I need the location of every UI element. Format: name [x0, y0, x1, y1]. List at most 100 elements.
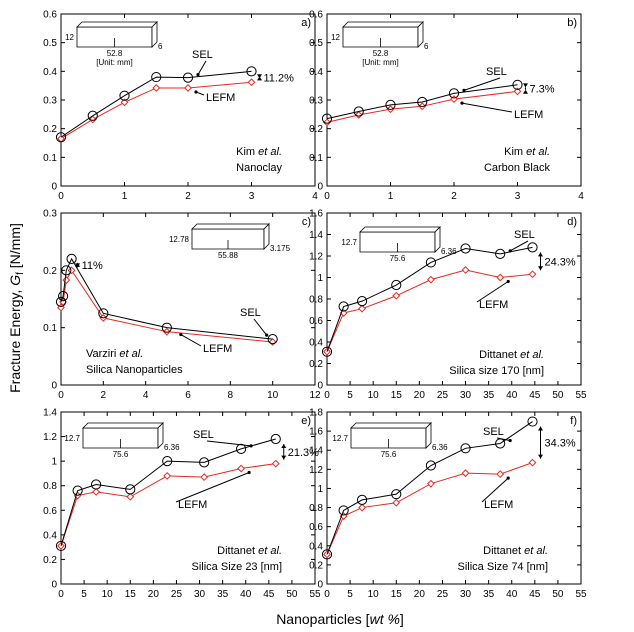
x-tick-label: 25 — [437, 390, 449, 401]
source-author: Varziri et al. — [86, 348, 143, 360]
sel-label: SEL — [193, 429, 214, 441]
y-tick-label: 1.2 — [309, 465, 323, 476]
sel-label: SEL — [192, 49, 213, 61]
sel-point — [90, 479, 102, 490]
sel-series-line — [60, 70, 252, 138]
sel-leader-tip — [265, 333, 269, 337]
sel-point — [425, 257, 437, 268]
lefm-point — [200, 473, 209, 482]
x-tick-label: 40 — [240, 589, 252, 600]
x-axis-title: Nanoparticles [wt %] — [276, 611, 404, 627]
y-tick-label: 1.4 — [309, 446, 323, 457]
sel-point — [391, 489, 402, 500]
x-tick-label: 35 — [483, 390, 495, 401]
sel-point — [55, 540, 67, 552]
lefm-leader-tip — [247, 470, 251, 475]
lefm-point — [513, 87, 522, 96]
lefm-series-line — [60, 81, 252, 140]
x-tick-label: 5 — [347, 589, 353, 600]
panel-letter: e) — [301, 415, 311, 427]
sel-leader-line — [463, 77, 501, 91]
sel-point — [321, 346, 333, 357]
source-author: Dittanet et al. — [483, 545, 548, 557]
sel-point — [448, 88, 460, 99]
lefm-point — [162, 327, 171, 336]
chart-panel-e: 00.20.40.60.811.21.40 5 10 15 20 25 30 35 40 45 50… — [43, 408, 321, 601]
source-author: Kim et al. — [504, 146, 550, 158]
sel-point — [267, 334, 278, 345]
diff-arrow-head-down — [523, 83, 528, 88]
y-tick-label: 0.6 — [309, 522, 323, 533]
y-tick-label: 0.2 — [43, 124, 57, 135]
y-tick-label: 0 — [51, 381, 57, 392]
diff-percent-label: 7.3% — [530, 84, 555, 96]
x-tick-label: 0 — [324, 589, 330, 600]
x-tick-label: 45 — [529, 589, 541, 600]
y-tick-label: 0.3 — [309, 96, 323, 107]
specimen-top-face — [342, 21, 424, 28]
diff-percent-label: 11% — [82, 260, 103, 272]
lefm-point — [120, 98, 129, 107]
source-material: Silica size 170 [nm] — [449, 365, 544, 377]
sel-point — [162, 456, 173, 467]
specimen-width-label: 6 — [424, 42, 429, 51]
source-material: Carbon Black — [484, 162, 551, 174]
specimen-length-label: 75.6 — [381, 450, 397, 459]
lefm-point — [323, 118, 331, 127]
specimen-height-label: 12.78 — [169, 235, 190, 244]
y-tick-label: 0.2 — [43, 555, 57, 566]
sel-label: SEL — [514, 229, 535, 241]
lefm-point — [88, 115, 97, 124]
plot-frame — [326, 411, 582, 585]
sel-label: SEL — [483, 426, 504, 438]
y-tick-label: 0.2 — [309, 124, 323, 135]
y-tick-label: 0.1 — [43, 323, 57, 334]
diff-arrow-head-down — [538, 266, 544, 271]
x-tick-label: 6 — [185, 390, 191, 401]
sel-point — [246, 66, 257, 77]
x-tick-label: 8 — [228, 390, 234, 401]
specimen-height-label: 12.7 — [332, 434, 348, 443]
y-tick-label: 0.8 — [309, 503, 323, 514]
x-tick-label: 2 — [451, 191, 457, 202]
lefm-point — [247, 78, 256, 87]
sel-leader-line — [197, 60, 207, 75]
y-axis-title: Fracture Energy, Gf [N/mm] — [7, 223, 26, 393]
sel-label: SEL — [240, 307, 261, 319]
sel-point — [338, 301, 349, 312]
sel-point — [87, 110, 98, 121]
lefm-point — [67, 266, 76, 275]
specimen-height-label: 12 — [331, 33, 340, 42]
lefm-point — [126, 492, 135, 501]
specimen-width-label: 6.36 — [432, 443, 448, 452]
y-tick-label: 0.3 — [43, 209, 57, 220]
specimen-sketch: 12.7 75.6 6.36 — [332, 422, 448, 459]
y-tick-label: 1 — [51, 457, 57, 468]
sel-point — [417, 96, 428, 108]
y-tick-label: 1.2 — [309, 252, 323, 263]
chart-panel-f: 0 0.2 0.4 0.6 0.8 1 1.2 1.4 1.6 1.8 0 5 10 15 20 25 30 35… — [309, 408, 587, 601]
lefm-label: LEFM — [514, 109, 543, 121]
x-tick-label: 4 — [143, 390, 149, 401]
x-tick-label: 55 — [575, 390, 587, 401]
diff-arrow-head-down — [257, 74, 262, 79]
lefm-leader-line — [175, 472, 250, 503]
y-tick-label: 0.5 — [43, 38, 57, 49]
x-tick-label: 15 — [391, 390, 403, 401]
sel-point — [356, 296, 368, 307]
x-tick-label: 1 — [388, 191, 394, 202]
y-tick-label: 0.8 — [309, 295, 323, 306]
specimen-unit-label: [Unit: mm] — [362, 58, 398, 67]
chart-panel-b: 00.10.20.30.40.50.60 1 2 3 47.3%b)SELLEFMKim… — [309, 10, 584, 203]
x-tick-label: 0 — [58, 589, 64, 600]
x-tick-label: 20 — [414, 589, 426, 600]
x-tick-label: 25 — [171, 589, 183, 600]
lefm-point — [268, 338, 277, 346]
diff-percent-label: 34.3% — [545, 438, 576, 450]
y-tick-label: 0 — [317, 182, 323, 193]
x-tick-label: 40 — [506, 390, 518, 401]
lefm-point — [496, 273, 505, 282]
sel-leader-tip — [196, 73, 200, 77]
specimen-side-face — [425, 422, 432, 449]
